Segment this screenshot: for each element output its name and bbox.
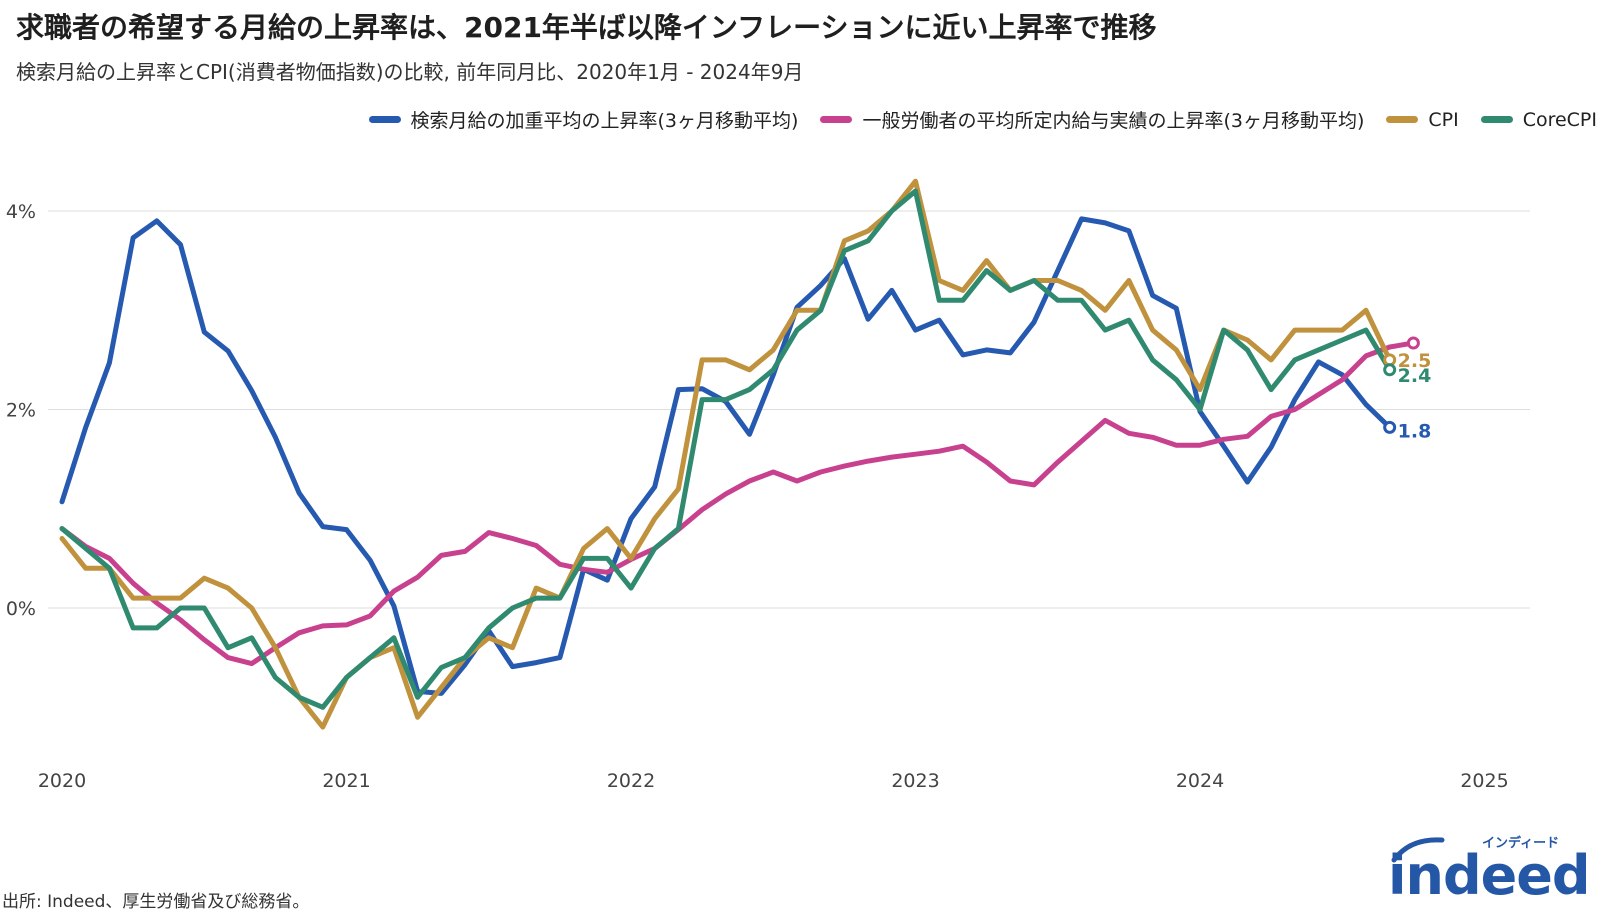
source-note: 出所: Indeed、厚生労働省及び総務省。 <box>2 892 310 912</box>
logo-arc-icon <box>1391 837 1445 863</box>
legend-label: 検索月給の加重平均の上昇率(3ヶ月移動平均) <box>410 110 799 132</box>
legend-label: CoreCPI <box>1522 108 1597 131</box>
legend-swatch <box>820 116 853 123</box>
x-tick-label: 2024 <box>1176 770 1224 792</box>
logo-kana: インディード <box>1482 836 1560 851</box>
legend-swatch <box>368 116 401 123</box>
chart-subtitle: 検索月給の上昇率とCPI(消費者物価指数)の比較, 前年同月比、2020年1月 … <box>16 60 804 84</box>
legend-label: CPI <box>1428 108 1459 131</box>
x-tick-label: 2021 <box>322 770 370 792</box>
legend-item-actual-wage: 一般労働者の平均所定内給与実績の上昇率(3ヶ月移動平均) <box>820 106 1364 133</box>
legend-item-core-cpi: CoreCPI <box>1480 108 1597 131</box>
legend-swatch <box>1480 116 1513 123</box>
y-tick-label: 0% <box>6 598 36 620</box>
chart-title: 求職者の希望する月給の上昇率は、2021年半ば以降インフレーションに近い上昇率で… <box>16 11 1157 44</box>
series-line <box>59 340 1416 667</box>
x-tick-label: 2023 <box>891 770 939 792</box>
y-tick-label: 2% <box>6 400 36 422</box>
end-marker <box>1383 363 1397 377</box>
end-marker <box>1383 420 1397 434</box>
chart-legend: 検索月給の加重平均の上昇率(3ヶ月移動平均) 一般労働者の平均所定内給与実績の上… <box>347 106 1597 133</box>
y-tick-label: 4% <box>6 201 36 223</box>
legend-item-search-wage: 検索月給の加重平均の上昇率(3ヶ月移動平均) <box>368 106 799 133</box>
series-line <box>59 178 1393 730</box>
logo-wordmark: indeed <box>1388 844 1591 907</box>
end-value-label: 2.5 <box>1398 350 1432 372</box>
legend-item-cpi: CPI <box>1386 108 1459 131</box>
legend-swatch <box>1386 116 1419 123</box>
x-tick-label: 2022 <box>607 770 655 792</box>
series-line <box>59 188 1393 710</box>
end-value-label: 2.4 <box>1398 365 1432 387</box>
indeed-logo: インディード indeed <box>1388 836 1591 912</box>
end-value-label: 1.8 <box>1398 420 1432 442</box>
legend-label: 一般労働者の平均所定内給与実績の上昇率(3ヶ月移動平均) <box>862 110 1365 132</box>
x-tick-label: 2020 <box>38 770 86 792</box>
end-marker <box>1406 336 1420 350</box>
x-tick-label: 2025 <box>1460 770 1508 792</box>
